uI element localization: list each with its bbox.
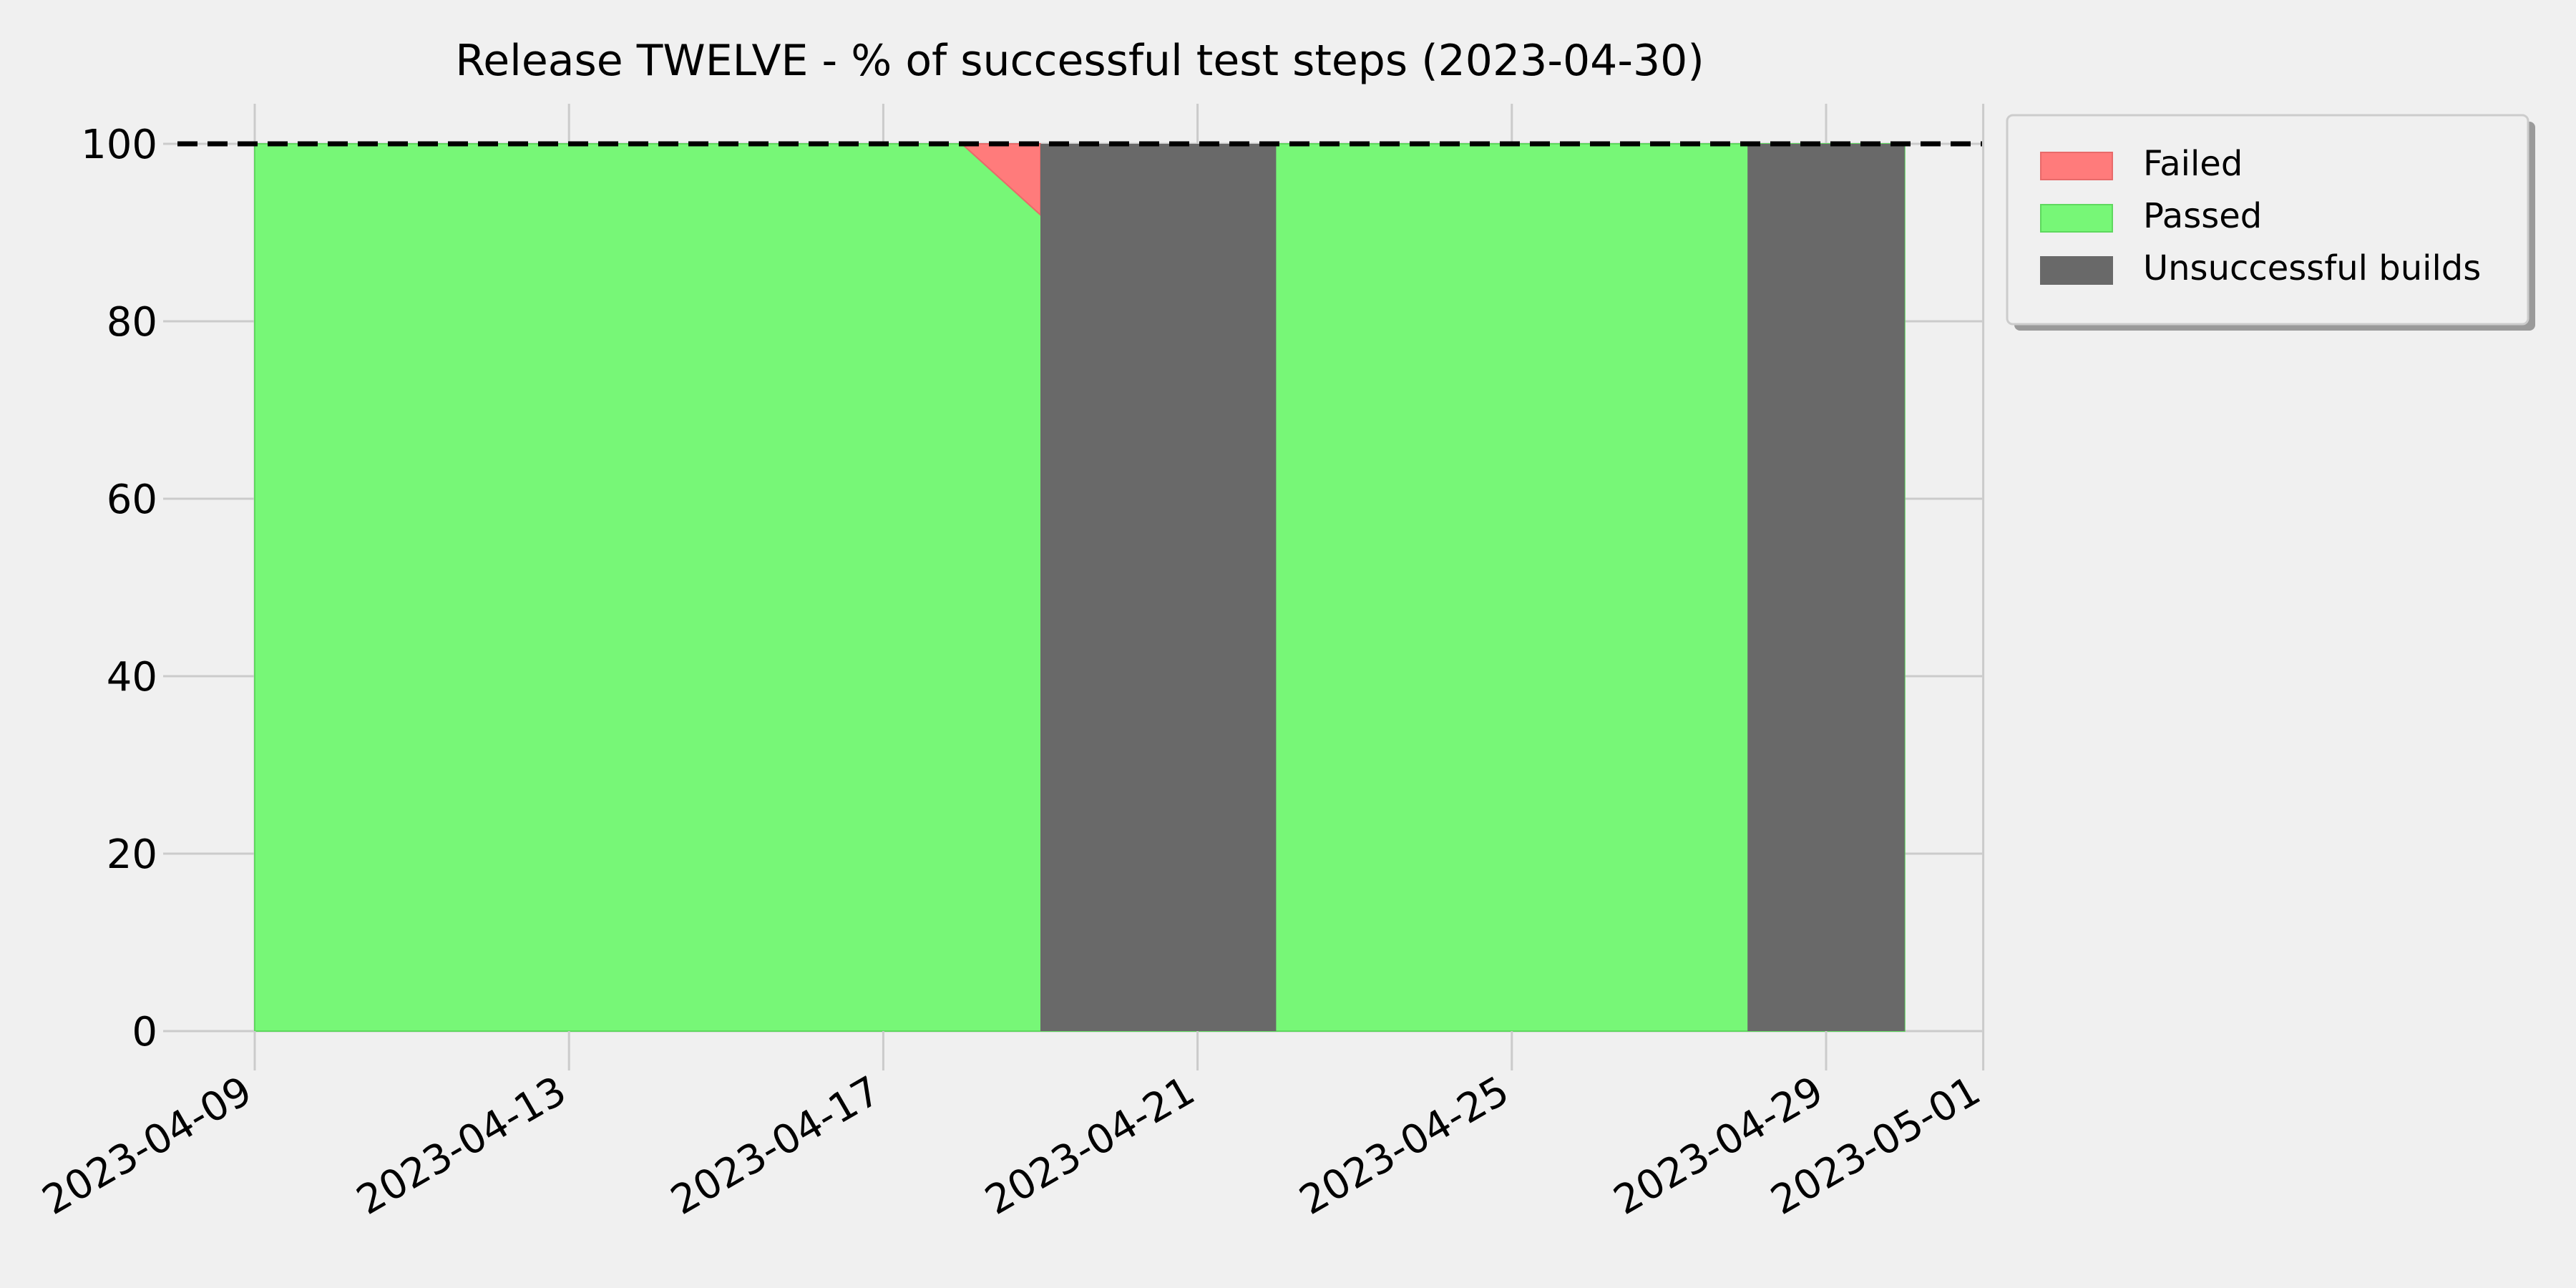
x-tick-label: 2023-04-17: [663, 1068, 888, 1224]
legend-swatch: [2040, 152, 2113, 180]
chart-title: Release TWELVE - % of successful test st…: [455, 36, 1704, 86]
legend-label: Unsuccessful builds: [2143, 248, 2481, 288]
legend-items: Failed Passed Unsuccessful builds: [2040, 144, 2481, 288]
legend-swatch: [2040, 204, 2113, 233]
legend: Failed Passed Unsuccessful builds: [2006, 114, 2535, 331]
unsuccessful-builds-bar: [1747, 144, 1905, 1031]
y-tick-label: 40: [107, 654, 157, 701]
x-axis: 2023-04-09 2023-04-13 2023-04-17 2023-04-21…: [35, 1031, 1989, 1224]
legend-label: Passed: [2143, 196, 2262, 236]
legend-swatch: [2040, 256, 2113, 285]
x-tick-label: 2023-04-09: [35, 1068, 260, 1224]
x-tick-label: 2023-04-21: [977, 1068, 1202, 1224]
y-tick-label: 60: [107, 477, 157, 523]
y-tick-label: 0: [132, 1009, 157, 1055]
chart-areas: [254, 143, 1906, 1032]
x-tick-label: 2023-04-25: [1292, 1068, 1516, 1224]
x-tick-label: 2023-04-13: [349, 1068, 574, 1224]
unsuccessful-builds-bar: [1040, 144, 1277, 1031]
y-axis: 0 20 40 60 80 100: [81, 122, 177, 1055]
y-tick-label: 80: [107, 299, 157, 346]
legend-box: [2006, 114, 2529, 326]
y-tick-label: 20: [107, 831, 157, 878]
legend-label: Failed: [2143, 144, 2243, 184]
y-tick-label: 100: [81, 122, 157, 168]
